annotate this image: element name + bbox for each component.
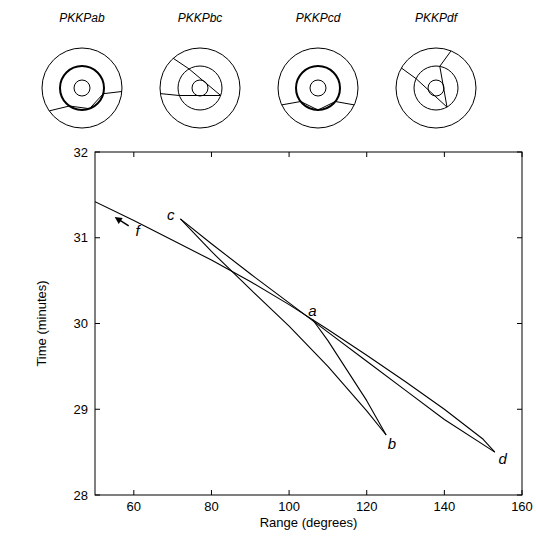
x-tick-label: 160 xyxy=(511,499,533,514)
y-tick-label: 32 xyxy=(74,145,88,160)
x-tick xyxy=(211,490,212,495)
travel-time-branch xyxy=(180,219,386,435)
travel-time-branch xyxy=(312,319,386,435)
x-tick-label: 120 xyxy=(356,499,378,514)
y-tick xyxy=(95,323,100,324)
y-tick xyxy=(95,237,100,238)
ray-diagram: PKKPab xyxy=(42,11,122,128)
earth-surface xyxy=(42,48,122,128)
branch-label: b xyxy=(388,435,396,452)
y-tick xyxy=(95,409,100,410)
y-tick-right xyxy=(517,409,522,410)
x-tick-label: 100 xyxy=(278,499,300,514)
x-tick xyxy=(289,490,290,495)
core-mantle-boundary xyxy=(60,66,104,110)
ray-diagram: PKKPbc xyxy=(160,11,240,128)
core-mantle-boundary xyxy=(414,66,458,110)
earth-surface xyxy=(160,48,240,128)
x-tick xyxy=(133,490,134,495)
branch-label: f xyxy=(136,222,142,239)
x-tick-top xyxy=(289,152,290,157)
x-tick-top xyxy=(211,152,212,157)
plot-frame xyxy=(95,152,522,495)
x-axis-title: Range (degrees) xyxy=(260,515,358,530)
inner-core xyxy=(310,80,326,96)
y-tick-label: 28 xyxy=(74,488,88,503)
y-tick-label: 29 xyxy=(74,402,88,417)
plot-background xyxy=(95,152,522,495)
y-axis-title: Time (minutes) xyxy=(34,280,49,366)
x-tick-label: 60 xyxy=(127,499,141,514)
core-mantle-boundary xyxy=(296,66,340,110)
series-group xyxy=(95,202,495,452)
branch-label: a xyxy=(308,302,316,319)
ray-path xyxy=(49,92,122,111)
x-tick-top xyxy=(366,152,367,157)
branch-label: c xyxy=(167,206,175,223)
y-tick-right xyxy=(517,323,522,324)
x-tick-top xyxy=(133,152,134,157)
y-tick-label: 31 xyxy=(74,230,88,245)
inner-core xyxy=(74,80,90,96)
chart: PKKPab PKKPbc PKKPcd PKKPdf 60 80 100 120 140 160… xyxy=(0,0,536,537)
core-mantle-boundary xyxy=(178,66,222,110)
diagram-title: PKKPbc xyxy=(178,11,223,25)
ray-path xyxy=(282,102,355,111)
x-tick xyxy=(366,490,367,495)
ray-path xyxy=(401,51,451,107)
diagram-title: PKKPcd xyxy=(296,11,341,25)
ray-diagram: PKKPdf xyxy=(396,11,476,128)
y-tick-right xyxy=(517,237,522,238)
x-tick xyxy=(444,490,445,495)
ray-path xyxy=(160,58,220,95)
arrow-head xyxy=(115,217,123,224)
earth-surface xyxy=(278,48,358,128)
inner-core xyxy=(428,80,444,96)
x-tick-label: 80 xyxy=(204,499,218,514)
ray-diagram: PKKPcd xyxy=(278,11,358,128)
x-tick-label: 140 xyxy=(434,499,456,514)
diagram-title: PKKPdf xyxy=(415,11,459,25)
chart-root: PKKPab PKKPbc PKKPcd PKKPdf 60 80 100 120 140 160… xyxy=(0,0,536,537)
branch-label: d xyxy=(498,450,507,467)
y-tick-label: 30 xyxy=(74,316,88,331)
earth-surface xyxy=(396,48,476,128)
diagram-title: PKKPab xyxy=(59,11,105,25)
travel-time-branch xyxy=(95,202,495,452)
x-tick-top xyxy=(444,152,445,157)
